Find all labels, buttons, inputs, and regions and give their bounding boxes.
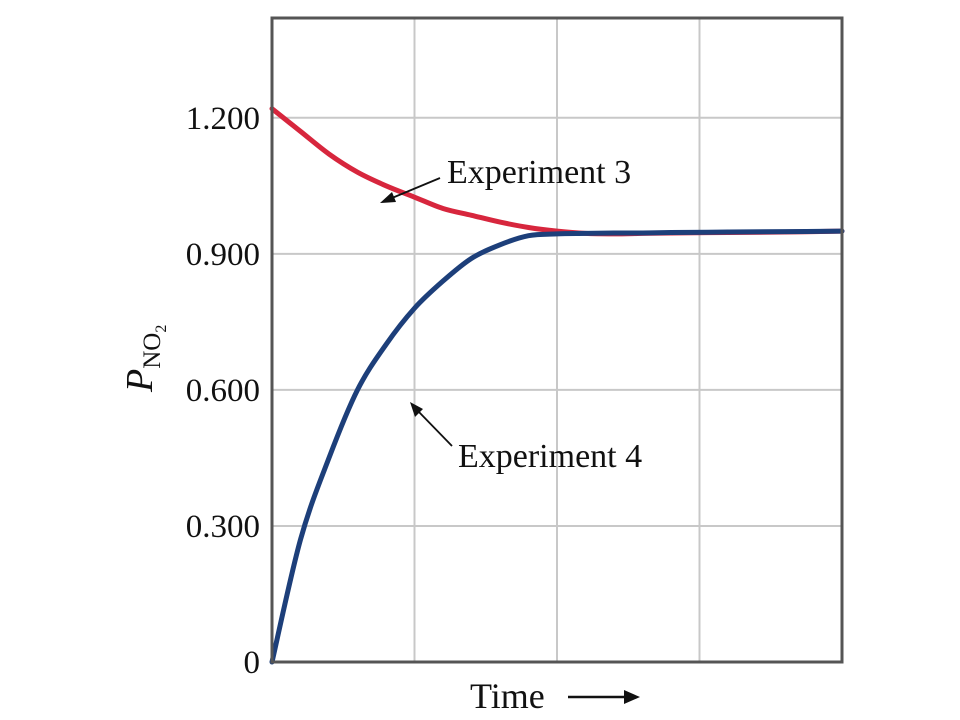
y-tick-labels: 0 0.300 0.600 0.900 1.200 [186,101,260,681]
series-line-experiment-4 [269,228,845,665]
annotation-experiment-4: Experiment 4 [458,438,642,475]
annotation-arrow-experiment-4 [410,402,453,447]
y-tick-label: 1.200 [186,101,260,137]
plot-frame [270,16,844,664]
y-tick-label: 0 [244,645,261,681]
y-tick-label: 0.600 [186,373,260,409]
y-axis-label-main: P [119,369,161,393]
y-axis-label: PNO2 [119,325,170,393]
annotation-arrow-experiment-3 [380,177,441,203]
grid [272,18,842,662]
y-tick-label: 0.900 [186,237,260,273]
x-axis-label: Time [470,676,545,716]
y-tick-label: 0.300 [186,509,260,545]
series-layer [269,106,845,665]
x-axis-arrow [568,690,640,704]
annotation-experiment-3: Experiment 3 [447,154,631,191]
y-axis-label-subsub: 2 [153,325,170,333]
y-axis-label-sub: NO [139,333,166,369]
annotations: Experiment 3 Experiment 4 [380,154,642,475]
